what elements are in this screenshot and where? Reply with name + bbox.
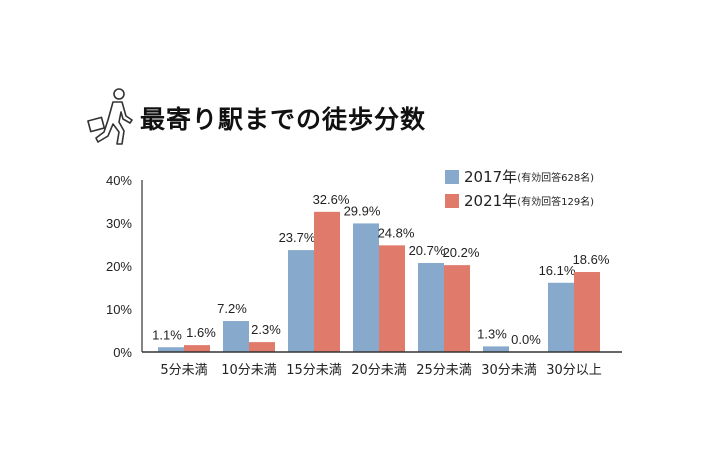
page-title: 最寄り駅までの徒歩分数 — [140, 105, 427, 134]
legend-label: 2021年 — [464, 192, 518, 210]
y-tick-label: 0% — [113, 345, 132, 360]
bar-2017 — [548, 282, 574, 352]
bar-2021 — [184, 345, 210, 352]
data-label: 1.3% — [477, 326, 507, 341]
data-label: 1.6% — [186, 325, 216, 340]
x-tick-label: 20分未満 — [351, 363, 407, 378]
data-label: 1.1% — [152, 327, 182, 342]
walking-businessman-icon — [87, 88, 133, 145]
legend-note: (有効回答129名) — [517, 197, 595, 208]
data-label: 7.2% — [217, 301, 247, 316]
bar-2017 — [483, 346, 509, 352]
bar-2017 — [288, 250, 314, 352]
data-label: 32.6% — [313, 192, 350, 207]
x-tick-label: 25分未満 — [416, 363, 472, 378]
x-tick-label: 15分未満 — [286, 363, 342, 378]
y-tick-label: 10% — [106, 302, 132, 317]
legend-note: (有効回答628名) — [517, 173, 595, 184]
data-label: 0.0% — [511, 332, 541, 347]
bar-2021 — [249, 342, 275, 352]
x-tick-label: 10分未満 — [221, 363, 277, 378]
legend-label: 2017年 — [464, 168, 518, 186]
legend-item-2021: 2021年 (有効回答129名) — [445, 190, 594, 211]
data-label: 18.6% — [573, 252, 610, 267]
y-tick-label: 30% — [106, 216, 132, 231]
legend-swatch-2017 — [445, 169, 459, 184]
x-tick-label: 5分未満 — [160, 363, 207, 378]
data-label: 16.1% — [539, 263, 576, 278]
y-tick-label: 20% — [106, 259, 132, 274]
data-label: 20.2% — [443, 245, 480, 260]
bar-2021 — [444, 265, 470, 352]
bar-2021 — [314, 211, 340, 352]
data-label: 29.9% — [344, 203, 381, 218]
bar-2017 — [353, 223, 379, 352]
bar-2021 — [574, 272, 600, 352]
legend-swatch-2021 — [445, 193, 459, 208]
data-label: 23.7% — [279, 230, 316, 245]
bar-2017 — [158, 347, 184, 352]
legend-item-2017: 2017年 (有効回答628名) — [445, 166, 594, 187]
x-tick-label: 30分以上 — [546, 363, 602, 378]
bar-2017 — [418, 262, 444, 352]
bar-2017 — [223, 321, 249, 352]
data-label: 20.7% — [409, 243, 446, 258]
bar-2021 — [379, 245, 405, 352]
data-label: 24.8% — [378, 225, 415, 240]
x-tick-label: 30分未満 — [481, 363, 537, 378]
y-tick-label: 40% — [106, 173, 132, 188]
data-label: 2.3% — [251, 322, 281, 337]
